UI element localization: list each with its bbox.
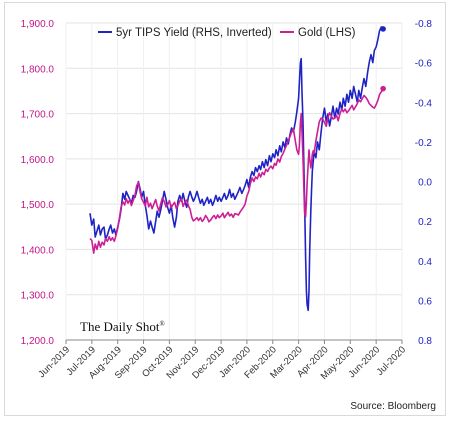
x-tick-label: Jul-2020 (375, 344, 409, 378)
right-axis-ticks: -0.8 -0.6 -0.4 -0.2 0.0 0.2 0.4 0.6 0.8 (415, 19, 433, 347)
right-tick-label: 0.6 (418, 296, 432, 307)
x-tick-label: Jun-2019 (36, 344, 72, 380)
right-tick-label: -0.4 (415, 98, 433, 109)
left-tick-label: 1,700.0 (21, 110, 55, 121)
series-layer (89, 26, 386, 312)
right-tick-label: 0.8 (418, 336, 432, 347)
left-axis-ticks: 1,200.0 1,300.0 1,400.0 1,500.0 1,600.0 1,700… (21, 19, 55, 347)
right-tick-label: -0.8 (415, 19, 433, 30)
legend: 5yr TIPS Yield (RHS, Inverted) Gold (LHS) (98, 27, 356, 39)
legend-label-0: 5yr TIPS Yield (RHS, Inverted) (116, 27, 272, 39)
left-tick-label: 1,300.0 (21, 291, 55, 302)
series-end-marker-0 (380, 26, 386, 32)
right-tick-label: -0.2 (415, 138, 433, 149)
left-tick-label: 1,900.0 (21, 19, 55, 30)
right-tick-label: 0.0 (418, 178, 432, 189)
right-tick-label: 0.2 (418, 217, 432, 228)
right-tick-label: -0.6 (415, 59, 433, 70)
gridlines (65, 22, 403, 341)
left-tick-label: 1,200.0 (21, 336, 55, 347)
left-tick-label: 1,500.0 (21, 200, 55, 211)
left-tick-label: 1,400.0 (21, 245, 55, 256)
watermark: The Daily Shot® (80, 319, 165, 334)
source-note: Source: Bloomberg (350, 401, 436, 412)
left-tick-label: 1,600.0 (21, 155, 55, 166)
legend-label-1: Gold (LHS) (298, 27, 356, 39)
series-line-1 (89, 88, 384, 254)
series-line-0 (89, 26, 384, 312)
left-tick-label: 1,800.0 (21, 64, 55, 75)
right-tick-label: 0.4 (418, 257, 432, 268)
chart-frame (4, 2, 446, 416)
x-axis-ticks: Jun-2019Jul-2019Aug-2019Sep-2019Oct-2019… (36, 340, 408, 382)
series-end-marker-1 (380, 85, 386, 92)
